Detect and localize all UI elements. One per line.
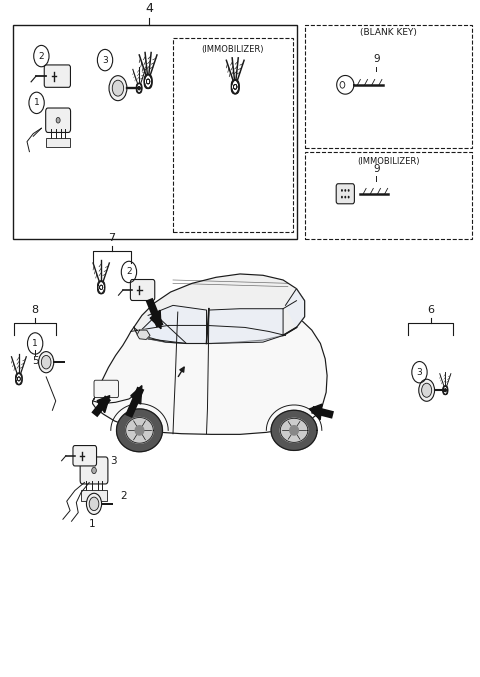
Text: 7: 7 — [108, 233, 116, 243]
Text: (IMMOBILIZER): (IMMOBILIZER) — [202, 45, 264, 53]
Polygon shape — [126, 418, 153, 443]
Circle shape — [419, 379, 434, 401]
Text: 6: 6 — [427, 305, 434, 315]
Text: 1: 1 — [89, 519, 96, 529]
Polygon shape — [134, 274, 305, 343]
Polygon shape — [137, 330, 150, 339]
Text: 1: 1 — [34, 98, 39, 108]
FancyBboxPatch shape — [336, 183, 354, 204]
Polygon shape — [117, 409, 162, 452]
Circle shape — [38, 351, 54, 373]
FancyBboxPatch shape — [94, 380, 119, 397]
Text: (IMMOBILIZER): (IMMOBILIZER) — [357, 157, 420, 166]
Polygon shape — [271, 410, 317, 450]
Bar — [305, 24, 472, 148]
FancyBboxPatch shape — [44, 65, 71, 87]
Polygon shape — [131, 386, 142, 404]
Polygon shape — [150, 310, 161, 329]
Text: 2: 2 — [120, 491, 127, 501]
FancyBboxPatch shape — [131, 280, 155, 301]
Circle shape — [348, 189, 349, 192]
Text: 3: 3 — [102, 56, 108, 64]
Polygon shape — [97, 395, 110, 413]
Circle shape — [344, 196, 346, 198]
Text: 4: 4 — [145, 2, 153, 16]
Circle shape — [89, 497, 99, 510]
Polygon shape — [280, 418, 308, 442]
Bar — [12, 24, 298, 238]
Polygon shape — [290, 426, 299, 435]
Text: 1: 1 — [32, 339, 38, 348]
FancyBboxPatch shape — [73, 445, 96, 466]
Polygon shape — [310, 404, 322, 420]
Circle shape — [41, 355, 51, 369]
FancyBboxPatch shape — [46, 108, 71, 133]
FancyBboxPatch shape — [80, 457, 108, 484]
Text: 9: 9 — [373, 164, 380, 174]
Polygon shape — [148, 305, 206, 343]
Polygon shape — [209, 309, 283, 343]
Bar — [81, 490, 108, 501]
Polygon shape — [286, 288, 305, 328]
Circle shape — [348, 196, 349, 198]
Text: 3: 3 — [417, 368, 422, 376]
Polygon shape — [137, 315, 186, 343]
Circle shape — [344, 189, 346, 192]
Text: 8: 8 — [31, 305, 38, 315]
Circle shape — [92, 467, 96, 474]
Bar — [47, 137, 70, 147]
Text: 2: 2 — [38, 51, 44, 60]
Text: (BLANK KEY): (BLANK KEY) — [360, 28, 417, 37]
Circle shape — [341, 189, 343, 192]
Text: 9: 9 — [373, 54, 380, 64]
Text: 2: 2 — [126, 267, 132, 276]
Bar — [173, 38, 293, 232]
Polygon shape — [93, 306, 327, 435]
Circle shape — [421, 383, 432, 397]
Circle shape — [56, 117, 60, 123]
Polygon shape — [135, 426, 144, 435]
Circle shape — [112, 80, 124, 96]
Circle shape — [109, 76, 127, 101]
Bar — [305, 152, 472, 238]
Circle shape — [86, 494, 102, 515]
Circle shape — [341, 196, 343, 198]
Text: 5: 5 — [32, 356, 38, 366]
Text: 3: 3 — [110, 456, 117, 466]
